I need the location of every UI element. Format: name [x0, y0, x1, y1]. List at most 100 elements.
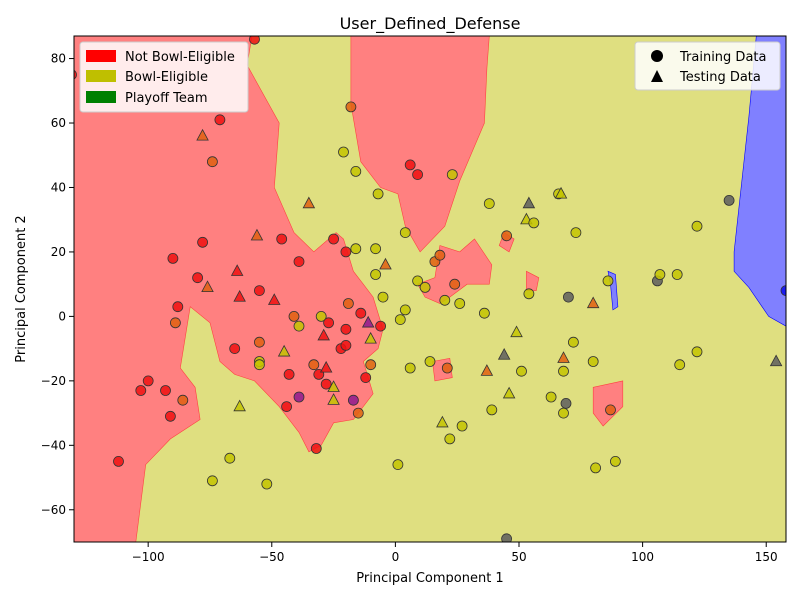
training-point-81: [424, 356, 436, 367]
training-point-40: [310, 443, 322, 454]
training-point-9: [177, 394, 189, 406]
training-point-57: [347, 394, 359, 406]
training-point-124: [671, 269, 683, 280]
legend-swatch-not-bowl-eligible: [86, 50, 116, 62]
testing-point-29: [267, 293, 281, 305]
training-point-67: [370, 243, 382, 255]
training-point-114: [568, 336, 579, 348]
training-point-27: [253, 359, 265, 371]
training-point-83: [434, 249, 446, 261]
x-tick-label: −50: [259, 550, 284, 564]
training-point-72: [392, 459, 404, 471]
training-point-39: [308, 359, 320, 371]
chart-title: User_Defined_Defense: [340, 14, 521, 34]
x-tick-label: 0: [392, 550, 400, 564]
training-point-36: [293, 320, 305, 332]
training-point-59: [350, 243, 362, 255]
testing-point-117: [586, 296, 600, 309]
training-point-111: [558, 407, 569, 419]
testing-point-84: [436, 415, 449, 428]
training-point-8: [172, 301, 184, 313]
testing-point-110: [557, 351, 570, 363]
region-not-bowl-eligible-1: [350, 36, 490, 253]
training-point-121: [610, 455, 621, 467]
testing-point-71: [379, 257, 392, 270]
legend-swatch-bowl-eligible: [86, 70, 116, 82]
training-point-126: [691, 220, 703, 232]
training-point-76: [404, 362, 416, 374]
testing-point-129: [769, 354, 783, 367]
marker-legend: Training Data Testing Data: [634, 41, 781, 91]
testing-point-93: [480, 364, 494, 376]
region-not-bowl-eligible-0: [74, 36, 384, 542]
training-point-89: [449, 278, 461, 290]
training-point-101: [516, 365, 527, 377]
training-point-91: [456, 420, 468, 432]
training-point-87: [444, 433, 456, 445]
training-point-115: [570, 227, 582, 239]
training-point-75: [399, 304, 411, 316]
legend-label-playoff-team: Playoff Team: [125, 91, 208, 106]
x-axis-label: Principal Component 1: [356, 571, 503, 586]
training-point-94: [483, 198, 495, 210]
training-point-86: [441, 362, 453, 374]
training-point-120: [605, 404, 616, 416]
testing-point-63: [361, 315, 375, 328]
training-point-6: [167, 252, 179, 264]
training-point-78: [412, 275, 424, 287]
training-point-88: [446, 169, 458, 181]
training-point-130: [780, 285, 786, 296]
training-point-2: [135, 385, 147, 396]
x-tick-label: 50: [511, 550, 526, 564]
training-point-37: [293, 391, 305, 403]
training-point-58: [350, 165, 362, 177]
training-point-4: [160, 385, 171, 396]
training-point-98: [501, 533, 512, 542]
testing-point-103: [522, 196, 536, 209]
training-point-104: [523, 288, 535, 300]
testing-point-96: [497, 348, 511, 360]
training-point-118: [590, 462, 601, 474]
training-point-33: [283, 368, 295, 380]
testing-point-49: [327, 393, 340, 405]
testing-point-20: [233, 290, 246, 302]
y-axis-label: Principal Component 2: [14, 215, 29, 362]
y-tick-label: 80: [51, 52, 66, 66]
training-point-16: [214, 114, 226, 126]
decision-regions: [74, 36, 786, 542]
training-point-1: [113, 455, 124, 467]
y-tick-label: −60: [41, 503, 66, 517]
training-point-73: [394, 314, 406, 326]
y-tick-label: 0: [58, 309, 66, 323]
training-point-42: [315, 310, 327, 322]
training-point-44: [320, 378, 332, 390]
x-tick-label: 100: [631, 550, 654, 564]
training-point-56: [345, 101, 357, 113]
legend-label-training-data: Training Data: [679, 50, 766, 65]
plot-frame: [73, 35, 787, 543]
region-not-bowl-eligible-5: [592, 380, 624, 427]
training-point-125: [674, 359, 686, 371]
class-legend: Not Bowl-Eligible Bowl-Eligible Playoff …: [79, 41, 249, 113]
training-point-68: [372, 188, 384, 200]
training-point-119: [602, 275, 614, 287]
training-point-15: [206, 475, 218, 487]
marker-legend-frame: [634, 41, 781, 91]
training-point-47: [328, 233, 340, 245]
training-point-105: [528, 217, 540, 229]
training-point-70: [377, 291, 389, 303]
training-point-90: [454, 298, 466, 309]
testing-point-108: [554, 186, 568, 199]
training-point-74: [399, 227, 411, 239]
testing-point-23: [250, 228, 264, 241]
training-point-54: [340, 323, 352, 335]
legend-label-bowl-eligible: Bowl-Eligible: [125, 70, 208, 85]
y-tick-label: 20: [51, 245, 66, 259]
testing-point-21: [233, 399, 246, 412]
training-point-51: [338, 146, 349, 158]
training-point-97: [501, 230, 513, 242]
training-point-5: [164, 410, 176, 422]
testing-point-11: [196, 128, 209, 141]
training-point-109: [558, 365, 569, 377]
training-point-112: [560, 397, 572, 409]
